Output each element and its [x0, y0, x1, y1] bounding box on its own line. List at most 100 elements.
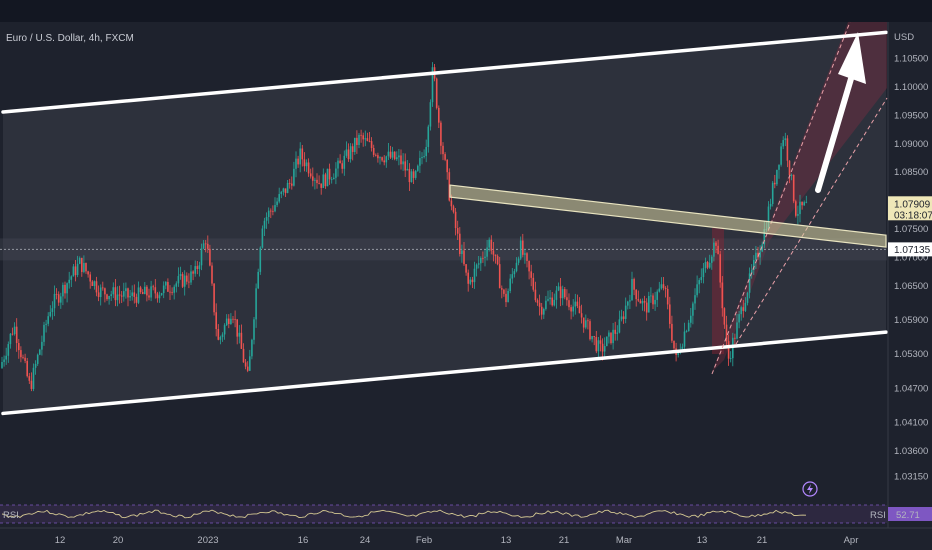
candle-body	[223, 325, 226, 335]
candle-body	[108, 296, 110, 300]
candle-body	[326, 168, 329, 187]
candle-body	[165, 281, 167, 286]
x-tick-label: 13	[697, 535, 708, 546]
candle-body	[129, 295, 131, 298]
candle-body	[736, 322, 738, 339]
candle-body	[244, 362, 247, 367]
candle-body	[750, 270, 753, 274]
candle-body	[513, 271, 516, 275]
candle-body	[215, 312, 217, 330]
candle-body	[706, 261, 709, 268]
candle-body	[328, 168, 331, 180]
candle-body	[276, 201, 278, 206]
candle-body	[650, 295, 652, 297]
y-tick-label: 1.03600	[894, 446, 928, 457]
candle-body	[377, 155, 379, 159]
candle-body	[459, 233, 461, 254]
x-tick-label: 2023	[197, 535, 218, 546]
candle-body	[270, 210, 272, 212]
candle-body	[463, 250, 465, 265]
candle-body	[774, 182, 776, 185]
candle-body	[599, 340, 602, 344]
currency-label: USD	[894, 32, 914, 43]
candle-body	[450, 200, 453, 207]
candle-body	[211, 265, 213, 284]
candle-body	[419, 158, 421, 166]
candle-body	[601, 343, 604, 352]
price-axis[interactable]: USD 1.10500 1.10000 1.09500 1.09000 1.08500 1.…	[894, 32, 928, 483]
candle-body	[299, 148, 301, 165]
candle-body	[641, 301, 644, 304]
candle-body	[141, 292, 144, 295]
candle-body	[297, 158, 299, 165]
candle-body	[805, 201, 808, 203]
candle-body	[330, 179, 333, 180]
candle-body	[398, 155, 400, 158]
candle-body	[76, 263, 79, 276]
candle-body	[156, 293, 159, 299]
candle-body	[78, 257, 81, 264]
x-tick-label: Apr	[844, 535, 859, 546]
channel-upper-line[interactable]	[1, 30, 888, 114]
channel-lower-line[interactable]	[1, 330, 888, 416]
candle-body	[320, 183, 322, 188]
candle-body	[158, 295, 161, 299]
candle-body	[461, 250, 463, 254]
candle-body	[217, 329, 220, 340]
candle-body	[511, 274, 514, 279]
candle-body	[343, 155, 346, 169]
candle-body	[152, 286, 154, 288]
candle-body	[776, 169, 778, 185]
candle-body	[658, 288, 661, 292]
candle-body	[255, 288, 257, 320]
candle-body	[780, 146, 782, 165]
lightning-icon[interactable]	[802, 481, 818, 497]
candle-body	[333, 177, 335, 180]
candle-body	[114, 287, 117, 301]
candle-body	[561, 289, 564, 299]
candle-body	[293, 168, 295, 186]
candle-body	[757, 252, 759, 258]
candle-body	[501, 288, 503, 290]
candle-body	[662, 284, 665, 288]
candle-body	[154, 287, 157, 294]
resistance-band[interactable]	[449, 184, 887, 248]
current-price-label: 1.07909	[894, 199, 931, 210]
candle-body	[637, 299, 640, 301]
candle-body	[177, 276, 180, 284]
candle-body	[18, 343, 20, 351]
projection-arrow[interactable]	[815, 32, 866, 193]
candle-body	[656, 291, 658, 300]
rising-channel-lower-line[interactable]	[735, 97, 888, 345]
candle-body	[425, 146, 427, 157]
candle-body	[66, 283, 68, 294]
candle-body	[370, 141, 373, 149]
candle-body	[704, 261, 707, 269]
time-axis[interactable]: 12 20 2023 16 24 Feb 13 21 Mar 13 21 Apr	[0, 527, 932, 550]
candle-body	[547, 299, 549, 301]
candle-body	[246, 366, 249, 371]
candle-body	[95, 281, 98, 293]
candle-body	[519, 240, 522, 259]
candle-body	[557, 286, 560, 291]
candle-body	[505, 293, 507, 303]
candle-body	[652, 295, 654, 305]
candle-body	[803, 202, 805, 206]
candle-body	[288, 182, 291, 184]
candle-body	[335, 168, 337, 178]
candle-body	[32, 367, 35, 389]
rising-channel-upper-line[interactable]	[711, 21, 851, 375]
candle-body	[87, 271, 89, 275]
candle-body	[410, 171, 413, 183]
candle-body	[633, 279, 635, 290]
candle-body	[62, 284, 64, 297]
candle-body	[253, 319, 255, 340]
candle-body	[375, 154, 377, 156]
candle-body	[9, 333, 12, 345]
candle-body	[28, 376, 31, 381]
candle-body	[496, 256, 499, 265]
candle-body	[713, 242, 715, 257]
candle-body	[274, 205, 276, 212]
candle-body	[368, 140, 371, 142]
